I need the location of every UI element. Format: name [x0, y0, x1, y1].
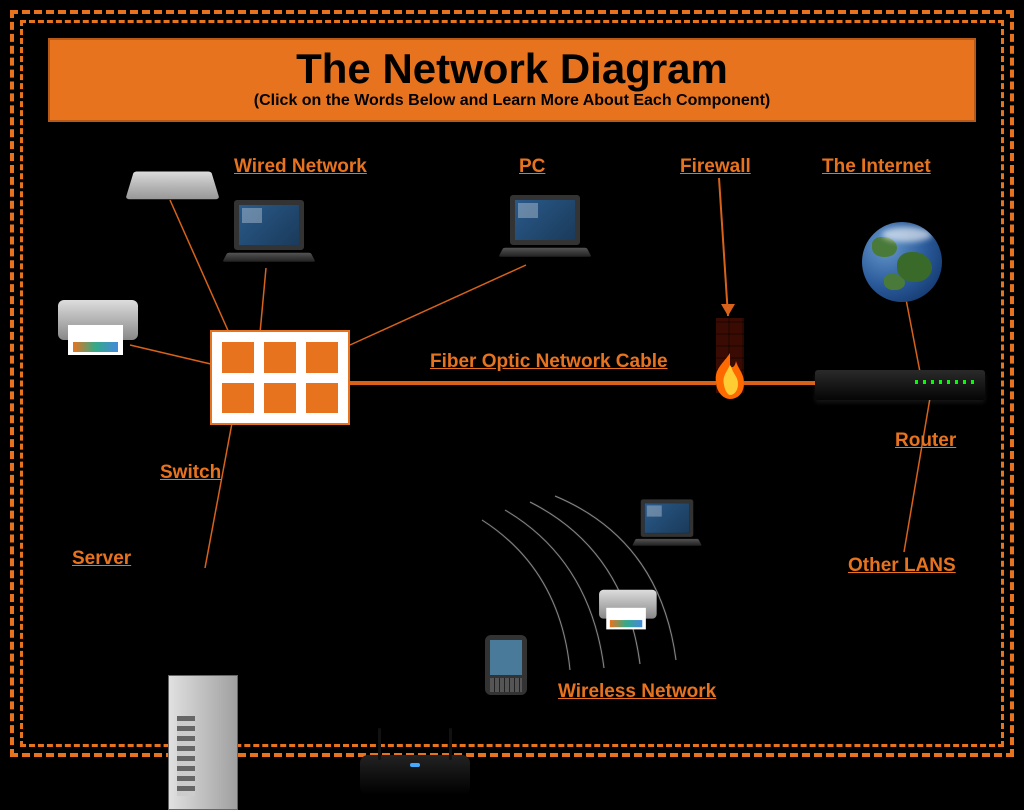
server-tower-icon	[168, 675, 238, 810]
wireless-printer-icon	[593, 590, 661, 640]
earth-globe-icon	[862, 222, 942, 302]
wired-network-link[interactable]: Wired Network	[234, 156, 367, 178]
firewall-link[interactable]: Firewall	[680, 156, 751, 178]
pc-laptop-icon	[500, 195, 590, 270]
pc-link[interactable]: PC	[519, 156, 545, 178]
router-icon	[815, 370, 985, 400]
title-banner: The Network Diagram (Click on the Words …	[48, 38, 976, 122]
firewall-icon	[716, 318, 744, 393]
router-link[interactable]: Router	[895, 430, 956, 452]
switch-icon	[210, 330, 350, 425]
pda-device-icon	[485, 635, 527, 695]
wireless-network-link[interactable]: Wireless Network	[558, 681, 716, 703]
switch-link[interactable]: Switch	[160, 462, 221, 484]
internet-link[interactable]: The Internet	[822, 156, 931, 178]
wireless-laptop-icon	[633, 499, 701, 555]
scanner-device-icon	[125, 171, 219, 199]
title-main: The Network Diagram	[50, 46, 974, 92]
other-lans-link[interactable]: Other LANS	[848, 555, 956, 577]
printer-icon	[50, 300, 145, 370]
fiber-optic-cable-link[interactable]: Fiber Optic Network Cable	[430, 351, 668, 373]
wireless-access-point-icon	[360, 755, 470, 795]
title-subtitle: (Click on the Words Below and Learn More…	[50, 92, 974, 110]
laptop-icon	[224, 200, 314, 275]
server-link[interactable]: Server	[72, 548, 131, 570]
